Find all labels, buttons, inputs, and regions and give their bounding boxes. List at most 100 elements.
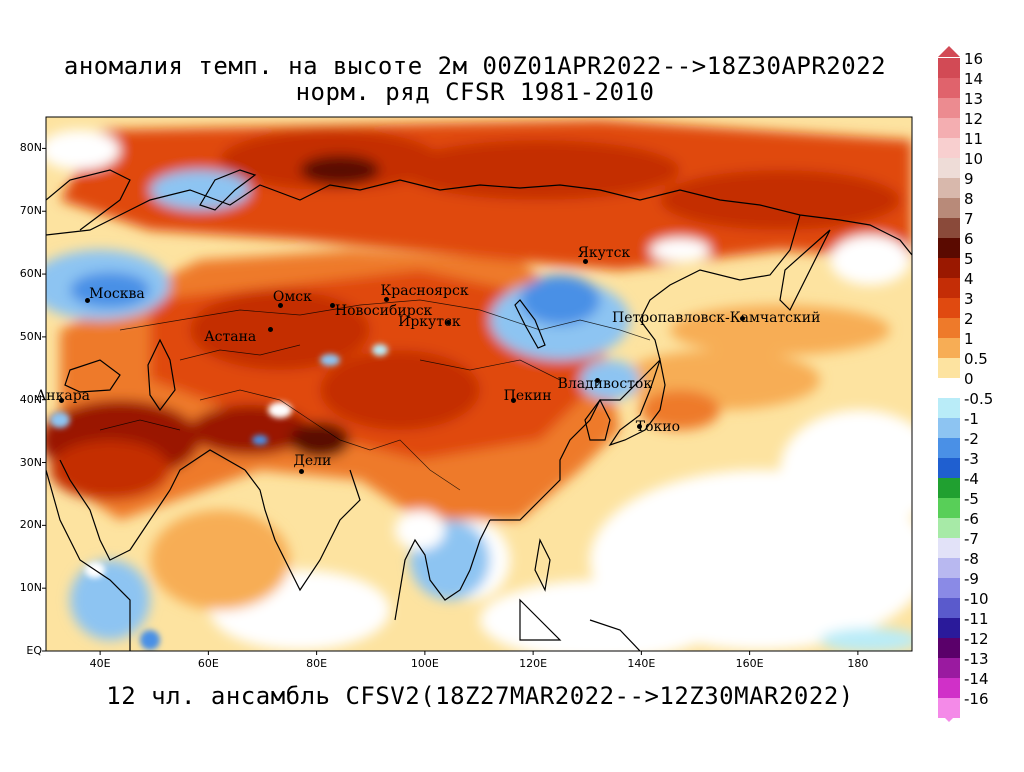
- legend-swatch: [938, 338, 960, 358]
- legend-swatch: [938, 198, 960, 218]
- city-label: Астана: [204, 329, 257, 346]
- legend-swatch: [938, 658, 960, 678]
- legend-label: 4: [964, 270, 974, 288]
- legend-swatch: [938, 398, 960, 418]
- legend-swatch: [938, 238, 960, 258]
- legend-swatch: [938, 378, 960, 398]
- legend-swatch: [938, 518, 960, 538]
- city-marker: [511, 397, 517, 403]
- anomaly-field: [46, 117, 912, 651]
- borders: [99, 299, 651, 491]
- legend-swatch: [938, 278, 960, 298]
- lon-label-100e: 100E: [410, 657, 439, 670]
- legend-label: 5: [964, 250, 974, 268]
- map-subtitle: норм. ряд CFSR 1981-2010: [295, 78, 655, 106]
- city-marker: [267, 326, 273, 332]
- legend-swatch: [938, 458, 960, 478]
- lat-label-70n: 70N: [19, 204, 42, 218]
- legend-label: -11: [964, 610, 989, 628]
- lon-label-80e: 80E: [306, 657, 328, 670]
- city-marker: [445, 319, 451, 325]
- legend-swatch: [938, 98, 960, 118]
- legend-label: -12: [964, 630, 989, 648]
- legend-swatch: [938, 478, 960, 498]
- legend-label: 8: [964, 190, 974, 208]
- lat-label-80n: 80N: [19, 141, 42, 155]
- legend-swatch: [938, 598, 960, 618]
- legend-label: -16: [964, 690, 989, 708]
- lon-label-180: 180: [847, 657, 869, 670]
- legend-swatch: [938, 258, 960, 278]
- legend-label: -6: [964, 510, 979, 528]
- legend-swatch: [938, 178, 960, 198]
- lon-label-140e: 140E: [627, 657, 656, 670]
- legend-label: 1: [964, 330, 974, 348]
- legend-label: 16: [964, 50, 984, 68]
- legend-label: -8: [964, 550, 979, 568]
- city-marker: [739, 315, 745, 321]
- lat-label-60n: 60N: [19, 267, 42, 281]
- city-label: Дели: [293, 453, 332, 470]
- legend-label: 3: [964, 290, 974, 308]
- legend-swatch: [938, 558, 960, 578]
- legend-swatch: [938, 498, 960, 518]
- city-label: Новосибирск: [334, 303, 433, 320]
- city-label: Москва: [89, 286, 145, 303]
- legend-label: -3: [964, 450, 979, 468]
- legend-label: -14: [964, 670, 989, 688]
- city-label: Владивосток: [557, 376, 653, 393]
- legend-label: 0.5: [964, 350, 988, 368]
- lat-label-30n: 30N: [19, 455, 42, 469]
- legend-swatch: [938, 538, 960, 558]
- legend-swatch: [938, 358, 960, 378]
- legend-label: -0.5: [964, 390, 994, 408]
- legend-label: 13: [964, 90, 984, 108]
- legend-label: -7: [964, 530, 979, 548]
- legend-swatch: [938, 118, 960, 138]
- city-marker: [330, 302, 336, 308]
- legend-swatch: [938, 638, 960, 658]
- legend-swatch: [938, 58, 960, 78]
- legend-swatch: [938, 318, 960, 338]
- city-label: Петропавловск-Камчатский: [612, 310, 821, 327]
- legend-label: 2: [964, 310, 974, 328]
- city-marker: [84, 297, 90, 303]
- city-marker: [637, 424, 643, 430]
- map-footer: 12 чл. ансамбль CFSV2(18Z27MAR2022-->12Z…: [106, 682, 854, 710]
- legend-label: 6: [964, 230, 974, 248]
- lat-label-40n: 40N: [19, 392, 42, 406]
- city-marker: [278, 302, 284, 308]
- legend-swatch: [938, 298, 960, 318]
- lat-label-10n: 10N: [19, 581, 42, 595]
- map-title: аномалия темп. на высоте 2м 00Z01APR2022…: [63, 52, 887, 80]
- legend-label: -2: [964, 430, 979, 448]
- legend-swatch: [938, 678, 960, 698]
- legend-label: -10: [964, 590, 989, 608]
- city-label: Якутск: [577, 245, 631, 262]
- legend-swatch: [938, 218, 960, 238]
- legend-label: 0: [964, 370, 974, 388]
- city-marker: [298, 468, 304, 474]
- legend-swatch: [938, 438, 960, 458]
- city-label: Пекин: [503, 388, 552, 405]
- legend-label: -1: [964, 410, 979, 428]
- legend-swatch: [938, 158, 960, 178]
- city-label: Анкара: [35, 388, 91, 405]
- legend-swatch: [938, 78, 960, 98]
- city-marker: [383, 296, 389, 302]
- lat-label-20n: 20N: [19, 518, 42, 532]
- lon-label-40e: 40E: [89, 657, 111, 670]
- city-label: Токио: [635, 418, 681, 435]
- legend-swatch: [938, 138, 960, 158]
- legend-up-arrow: [938, 46, 960, 57]
- legend-label: -4: [964, 470, 979, 488]
- legend-label: 10: [964, 150, 984, 168]
- legend-label: -13: [964, 650, 989, 668]
- legend-label: 9: [964, 170, 974, 188]
- legend-label: 12: [964, 110, 984, 128]
- legend-label: -5: [964, 490, 979, 508]
- lon-label-60e: 60E: [197, 657, 219, 670]
- city-marker: [583, 258, 589, 264]
- legend-swatch: [938, 418, 960, 438]
